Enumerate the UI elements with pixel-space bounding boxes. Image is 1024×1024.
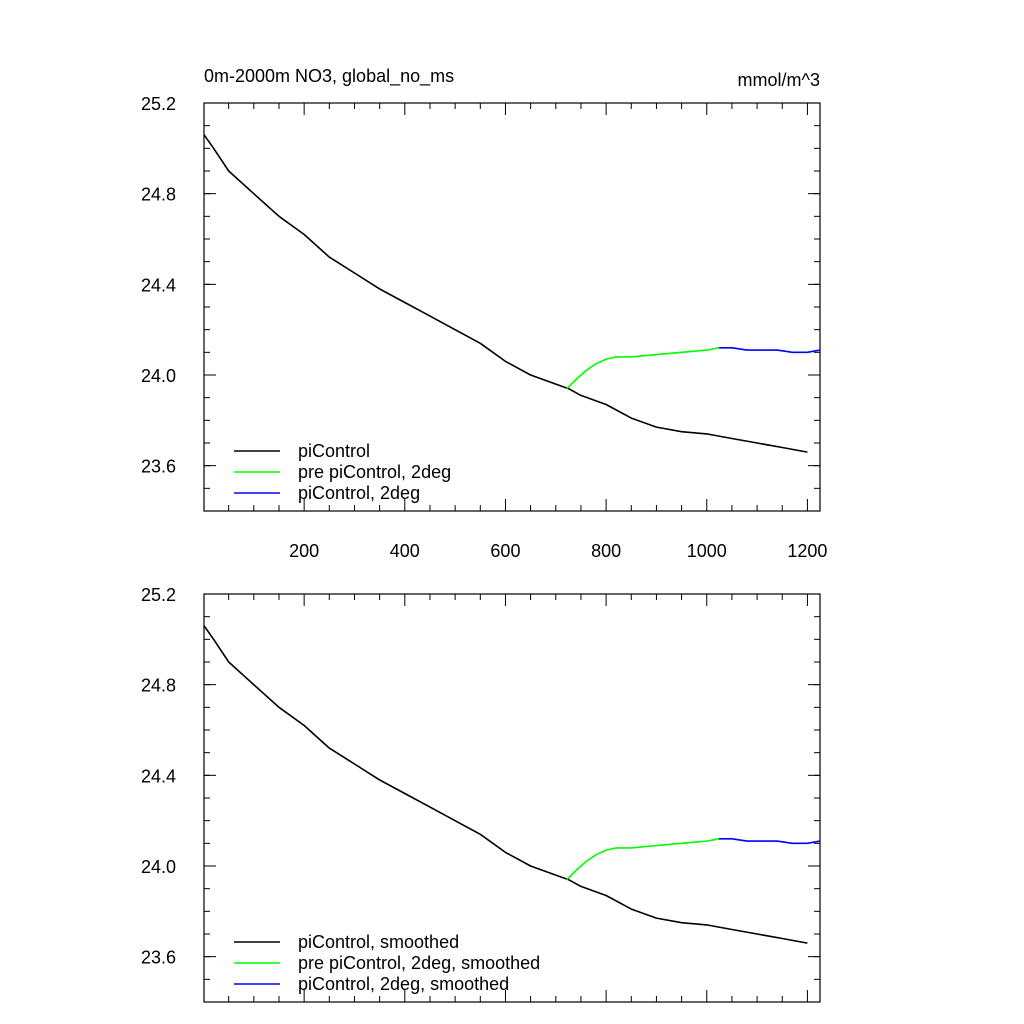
legend-label: piControl <box>298 441 370 461</box>
legend-label: piControl, 2deg <box>298 483 420 503</box>
plot-frame <box>203 102 821 512</box>
chart-title: 0m-2000m NO3, global_no_ms <box>204 66 454 87</box>
legend-label: piControl, smoothed <box>298 932 459 952</box>
y-tick-label: 23.6 <box>141 948 176 968</box>
y-tick-label: 23.6 <box>141 457 176 477</box>
x-tick-label: 200 <box>289 541 319 561</box>
y-tick-label: 24.4 <box>141 275 176 295</box>
x-tick-label: 800 <box>591 541 621 561</box>
y-tick-label: 24.0 <box>141 366 176 386</box>
y-tick-label: 24.8 <box>141 185 176 205</box>
series-line-3 <box>718 346 821 354</box>
y-tick-label: 24.4 <box>141 766 176 786</box>
chart-panel-1: 23.6 24.0 24.4 24.8 25.2 200 400 600 800 1000 1200… <box>141 94 827 561</box>
x-tick-label: 1000 <box>687 541 727 561</box>
legend-label: pre piControl, 2deg <box>298 462 451 482</box>
y-tick-label: 25.2 <box>141 94 176 114</box>
y-tick-label: 24.0 <box>141 857 176 877</box>
series-line-1 <box>203 134 808 453</box>
series-line-3 <box>718 837 821 845</box>
units-label: mmol/m^3 <box>738 70 820 90</box>
x-tick-label: 600 <box>490 541 520 561</box>
series-line-2 <box>566 347 719 390</box>
legend-label: pre piControl, 2deg, smoothed <box>298 953 540 973</box>
plot-frame <box>203 593 821 1003</box>
x-tick-label: 400 <box>390 541 420 561</box>
y-tick-label: 24.8 <box>141 676 176 696</box>
series-line-2 <box>566 838 719 881</box>
y-tick-label: 25.2 <box>141 585 176 605</box>
x-tick-label: 1200 <box>787 541 827 561</box>
legend-label: piControl, 2deg, smoothed <box>298 974 509 994</box>
series-line-1 <box>203 625 808 944</box>
